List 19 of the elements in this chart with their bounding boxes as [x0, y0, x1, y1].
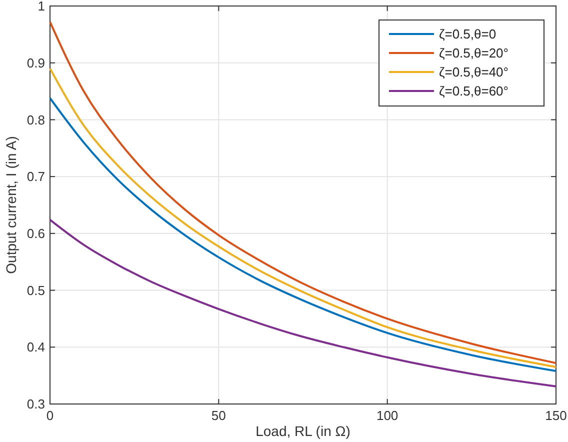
- legend-label: ζ=0.5,θ=20°: [439, 46, 508, 61]
- y-tick-label: 0.9: [26, 55, 45, 70]
- y-tick-label: 0.3: [26, 396, 45, 412]
- y-tick-label: 0.8: [26, 112, 45, 128]
- x-tick-label: 0: [46, 408, 54, 423]
- y-tick-label: 1: [38, 0, 45, 14]
- x-tick-label: 100: [376, 408, 398, 423]
- y-tick-label: 0.6: [26, 226, 45, 241]
- legend-label: ζ=0.5,θ=0: [439, 26, 496, 42]
- y-axis-title: Output current, I (in A): [3, 136, 19, 274]
- x-tick-label: 150: [545, 408, 567, 423]
- y-tick-label: 0.5: [26, 282, 45, 298]
- y-tick-label: 0.7: [26, 169, 45, 184]
- x-axis-title: Load, RL (in Ω): [256, 423, 350, 439]
- legend-label: ζ=0.5,θ=60°: [439, 84, 508, 99]
- y-tick-label: 0.4: [26, 340, 45, 355]
- legend-label: ζ=0.5,θ=40°: [439, 64, 508, 80]
- x-tick-label: 50: [211, 408, 226, 423]
- line-series: [49, 218, 557, 388]
